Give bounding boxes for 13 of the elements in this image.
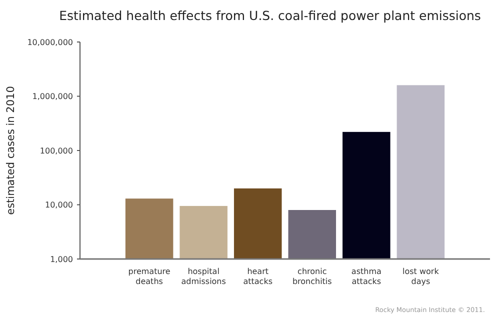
chart-title: Estimated health effects from U.S. coal-fired power plant emissions	[59, 8, 481, 23]
y-tick-label: 10,000,000	[27, 38, 73, 47]
x-tick-label: asthma attacks	[351, 267, 382, 286]
y-tick-label: 1,000	[50, 254, 73, 264]
x-tick-label: chronic bronchitis	[292, 267, 332, 286]
y-tick-label: 1,000,000	[32, 92, 73, 102]
x-tick-label: lost work days	[402, 267, 440, 286]
x-tick-label: premature deaths	[128, 267, 170, 286]
y-tick-label: 10,000	[45, 200, 73, 210]
x-tick-label: hospital admissions	[181, 267, 226, 286]
y-axis-title: estimated cases in 2010	[5, 86, 17, 215]
x-tick-label: heart attacks	[243, 267, 272, 286]
y-tick-label: 100,000	[40, 146, 73, 156]
